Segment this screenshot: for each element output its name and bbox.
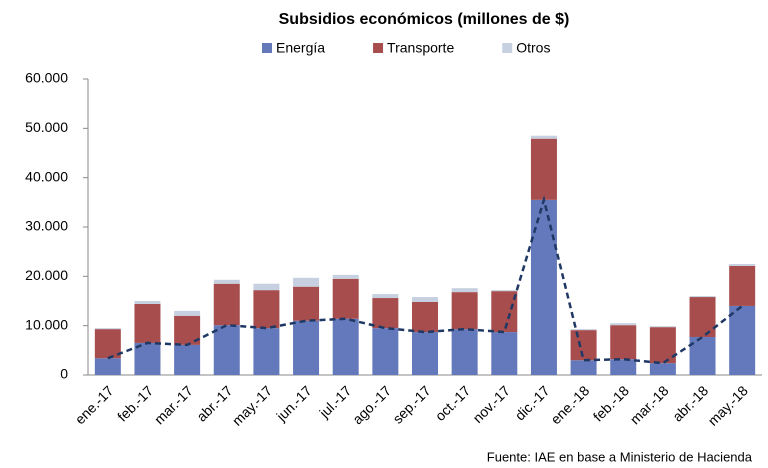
bar-segment [729,305,756,375]
bar-segment [451,292,478,330]
x-tick-label: oct.-17 [432,382,474,424]
y-tick-label: 30.000 [25,218,68,234]
bar-segment [293,320,320,375]
bar-segment [412,332,438,375]
x-tick-label: ago.-17 [349,382,394,427]
bar-segment [530,199,557,375]
bar-segment [332,274,359,279]
bar-segment [94,329,121,359]
legend-label: Otros [516,40,550,56]
bar-segment [610,325,637,360]
bar-segment [570,360,597,375]
x-tick-label: may.-18 [705,382,751,428]
bar-segment [412,301,438,333]
bar-segment [570,329,597,331]
energy-line [107,195,743,365]
x-tick-label: feb.-17 [114,382,156,424]
bar-segment [253,328,280,375]
bar-segment [213,325,240,375]
y-tick-label: 20.000 [25,267,68,283]
x-tick-label: dic.-17 [512,382,553,423]
bar-segment [213,279,240,284]
bar-segment [451,288,478,293]
x-tick-label: sep.-17 [389,382,433,426]
y-tick-label: 60.000 [25,70,68,86]
bar-segment [412,297,438,302]
legend-swatch [502,43,513,53]
bar-segment [530,138,557,200]
bar-segment [689,297,716,338]
bar-segment [293,286,320,321]
x-tick-label: feb.-18 [590,382,632,424]
bar-segment [649,327,676,364]
bar-segment [134,342,161,375]
x-tick-label: jun.-17 [273,382,315,424]
y-tick-label: 10.000 [25,316,68,332]
x-tick-label: may.-17 [229,382,275,428]
bar-segment [610,359,637,375]
bar-segment [372,298,399,329]
bar-segment [134,301,161,304]
bar-segment [293,277,320,287]
bar-segment [530,135,557,139]
bar-segment [491,332,518,375]
legend-label: Energía [276,40,325,56]
bar-segment [332,278,359,319]
x-tick-label: mar.-17 [151,382,196,427]
chart-title: Subsidios económicos (millones de $) [279,11,570,28]
x-tick-label: ene.-17 [72,382,117,427]
bar-segment [213,283,240,326]
bar-segment [649,326,676,328]
bar-segment [332,318,359,375]
bar-segment [94,358,121,375]
bar-segment [491,290,518,292]
x-tick-label: mar.-18 [627,382,672,427]
y-tick-label: 50.000 [25,119,68,135]
bar-segment [372,294,399,299]
bar-segment [689,296,716,298]
bar-segment [649,363,676,375]
bar-segment [174,344,201,375]
legend-swatch [262,43,272,53]
x-tick-label: nov.-17 [469,382,513,426]
bar-segment [729,265,756,306]
bar-segment [372,328,399,375]
legend-swatch [373,43,384,53]
legend-label: Transporte [387,40,454,56]
x-tick-label: ene.-18 [547,382,592,427]
bar-segment [134,303,161,343]
bar-segment [253,290,280,329]
bar-segment [451,329,478,375]
bar-segment [253,283,280,291]
bar-segment [729,264,756,266]
bar-segment [491,291,518,333]
bar-segment [174,310,201,316]
y-tick-label: 40.000 [25,168,68,184]
y-tick-label: 0 [60,366,68,382]
bar-segment [94,328,121,330]
source-note: Fuente: IAE en base a Ministerio de Haci… [487,449,753,464]
bar-segment [610,323,637,326]
